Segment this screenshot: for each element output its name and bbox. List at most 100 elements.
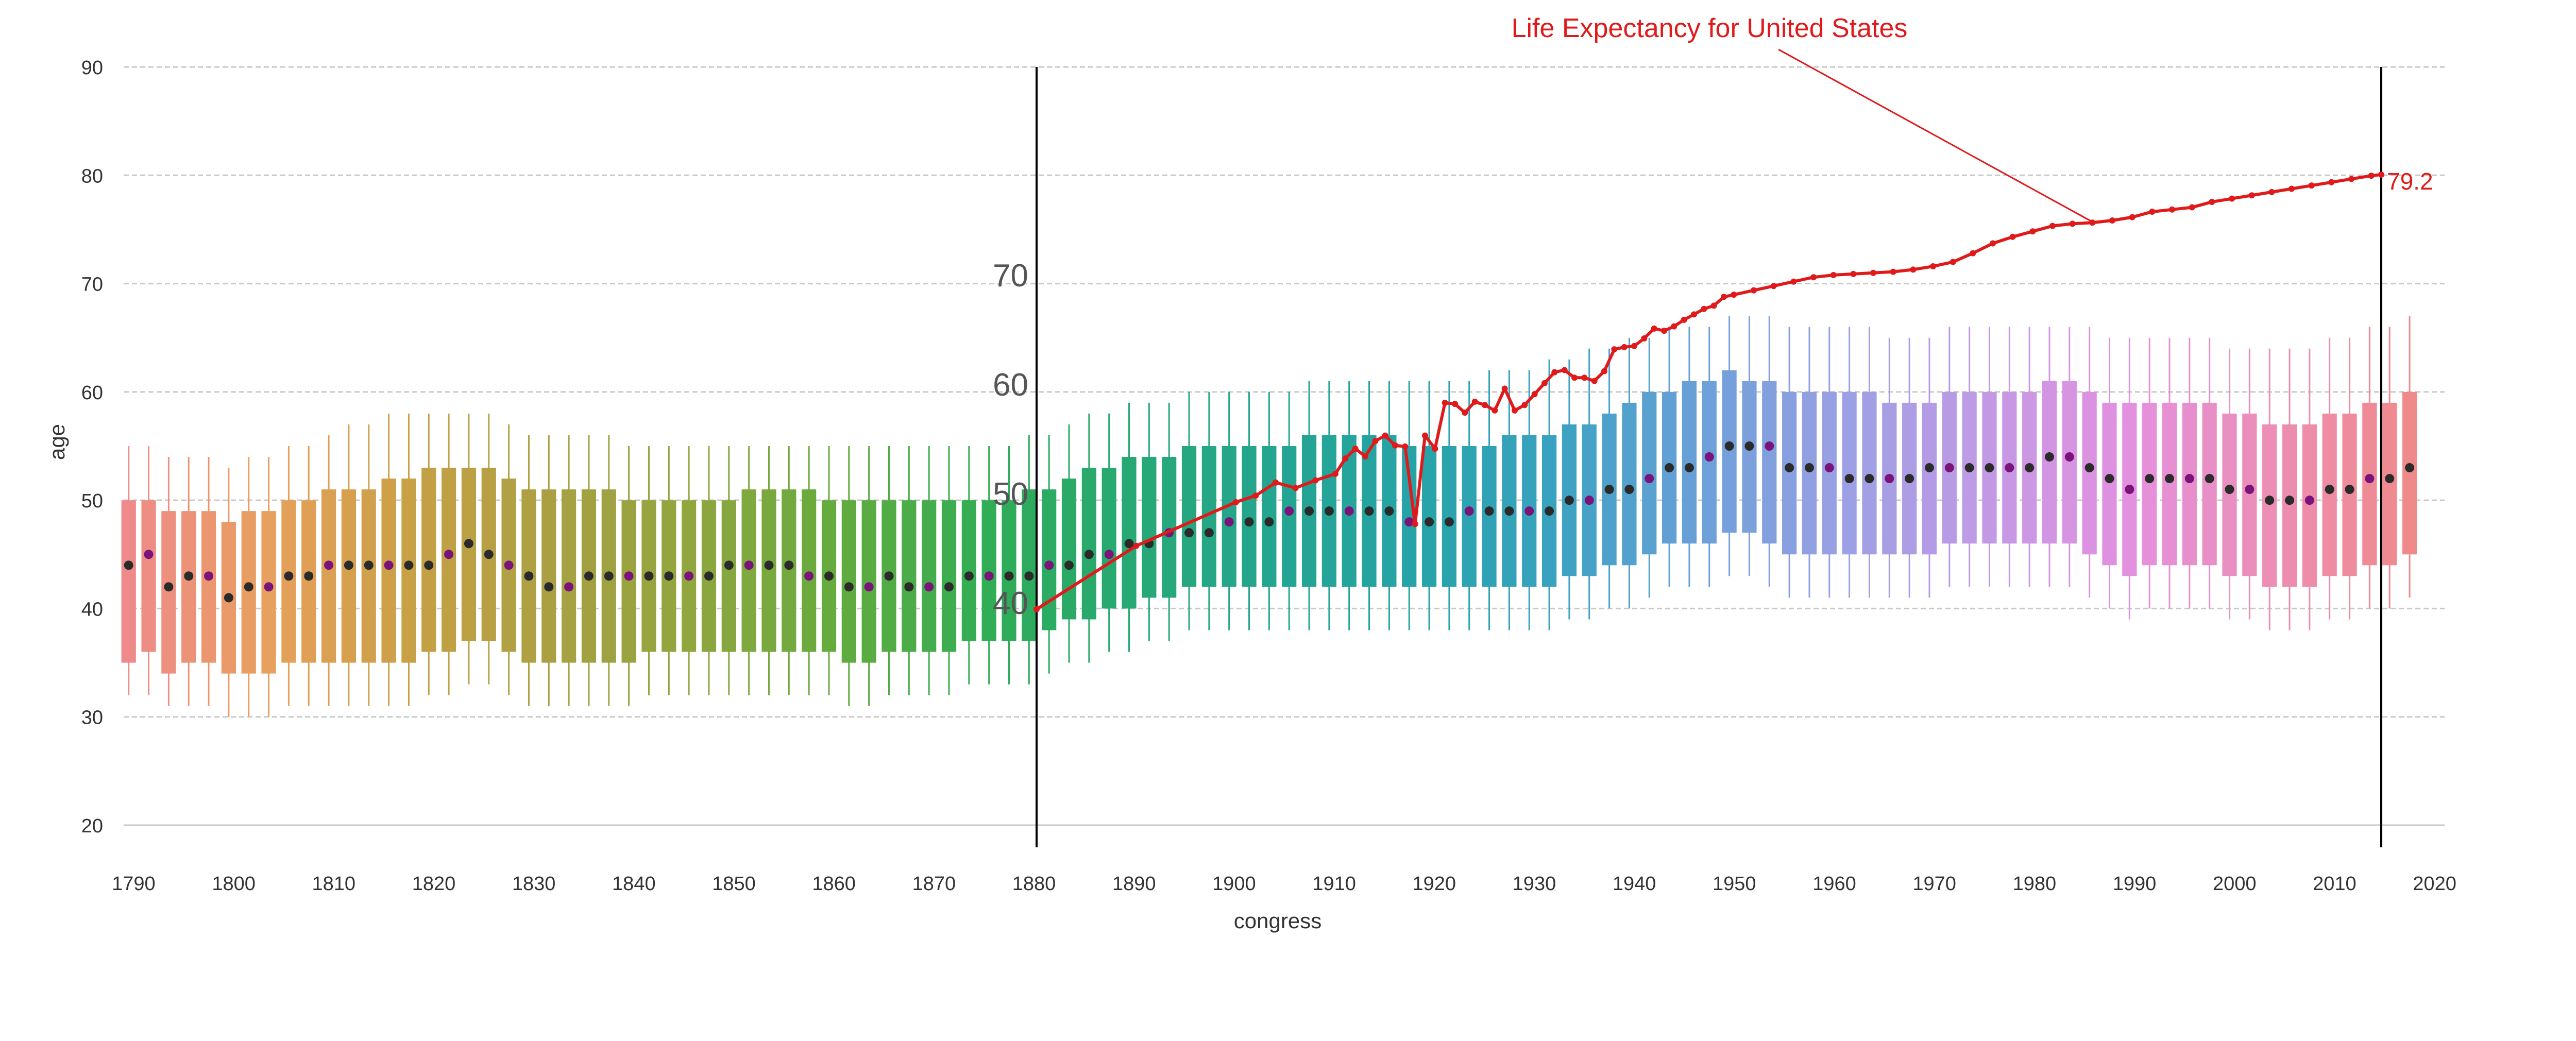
life-expectancy-point xyxy=(1830,272,1837,278)
median-dot xyxy=(1584,496,1594,505)
median-dot xyxy=(404,560,414,570)
life-expectancy-point xyxy=(1890,268,1896,275)
median-dot xyxy=(2025,463,2035,473)
congress-box xyxy=(161,511,176,674)
congress-box xyxy=(121,500,136,663)
congress-box xyxy=(2322,413,2337,576)
median-dot xyxy=(2285,496,2295,505)
median-dot xyxy=(1824,463,1834,473)
median-dot xyxy=(1425,517,1434,527)
life-expectancy-point xyxy=(2308,182,2315,189)
life-expectancy-point xyxy=(2268,189,2275,195)
median-dot xyxy=(1545,506,1554,516)
x-tick-label: 1960 xyxy=(1812,873,1856,895)
congress-box xyxy=(181,511,196,663)
median-dot xyxy=(464,539,473,549)
congress-box xyxy=(1682,381,1697,544)
life-expectancy-point xyxy=(2029,228,2036,235)
median-dot xyxy=(1504,506,1514,516)
life-expectancy-point xyxy=(1661,328,1667,334)
median-dot xyxy=(364,560,374,570)
median-dot xyxy=(804,571,814,581)
final-value-label: 79.2 xyxy=(2387,168,2433,195)
median-dot xyxy=(584,571,594,581)
x-tick-label: 1850 xyxy=(712,873,756,895)
congress-box xyxy=(381,479,396,663)
life-expectancy-point xyxy=(1273,479,1279,486)
congress-box xyxy=(1262,446,1277,587)
x-tick-label: 1840 xyxy=(612,873,656,895)
median-dot xyxy=(2245,485,2255,494)
life-expectancy-point xyxy=(1252,492,1259,499)
congress-box xyxy=(1242,446,1257,587)
congress-box xyxy=(562,489,577,663)
median-dot xyxy=(1624,485,1634,494)
x-tick-label: 1950 xyxy=(1713,873,1756,895)
median-dot xyxy=(2084,463,2094,473)
life-expectancy-point xyxy=(1442,400,1448,406)
median-dot xyxy=(1084,550,1094,559)
median-dot xyxy=(1364,506,1374,516)
life-expectancy-point xyxy=(1970,250,1976,257)
median-dot xyxy=(1985,463,1994,473)
median-dot xyxy=(1924,463,1934,473)
median-dot xyxy=(2304,496,2314,505)
median-dot xyxy=(1744,441,1754,451)
congress-box xyxy=(2162,402,2177,566)
congress-box xyxy=(2222,413,2237,576)
median-dot xyxy=(1865,474,1874,484)
life-expectancy-point xyxy=(1412,521,1418,527)
congress-box xyxy=(2342,413,2357,576)
median-dot xyxy=(124,560,133,570)
median-dot xyxy=(244,582,253,592)
life-expectancy-point xyxy=(1561,367,1568,373)
life-expectancy-point xyxy=(1432,446,1438,452)
median-dot xyxy=(764,560,774,570)
life-expectancy-point xyxy=(1352,446,1359,452)
congress-box xyxy=(461,468,477,641)
median-dot xyxy=(2064,452,2074,462)
x-tick-label: 2020 xyxy=(2413,873,2456,895)
x-tick-label: 1890 xyxy=(1112,873,1156,895)
median-dot xyxy=(664,571,674,581)
median-dot xyxy=(1704,452,1714,462)
x-tick-label: 1970 xyxy=(1912,873,1956,895)
median-dot xyxy=(2365,474,2375,484)
congress-box xyxy=(201,511,216,663)
title-callout-line xyxy=(1778,48,2092,223)
median-dot xyxy=(1524,506,1534,516)
congress-box xyxy=(301,500,316,663)
median-dot xyxy=(184,571,194,581)
life-expectancy-point xyxy=(1691,311,1697,318)
median-markers xyxy=(124,441,2415,603)
congress-box xyxy=(1702,381,1717,544)
y-tick-label: 50 xyxy=(81,490,103,512)
median-dot xyxy=(644,571,654,581)
congress-box xyxy=(1022,489,1037,641)
life-expectancy-point xyxy=(2328,179,2335,185)
life-expectancy-point xyxy=(2109,217,2115,224)
x-axis-label: congress xyxy=(1234,909,1321,933)
congress-box xyxy=(361,489,376,663)
median-dot xyxy=(2325,485,2334,494)
median-dot xyxy=(224,593,233,603)
congress-box xyxy=(1181,446,1197,587)
median-dot xyxy=(1024,571,1034,581)
median-dot xyxy=(1564,496,1574,505)
life-expectancy-point xyxy=(2169,206,2175,213)
life-expectancy-point xyxy=(1621,344,1628,350)
median-dot xyxy=(2225,485,2234,494)
congress-box xyxy=(1762,381,1777,544)
median-dot xyxy=(1284,506,1294,516)
x-tick-label: 1820 xyxy=(412,873,456,895)
life-expectancy-point xyxy=(1681,316,1687,323)
median-dot xyxy=(2345,485,2354,494)
life-expectancy-point xyxy=(1990,240,1996,247)
y-tick-label: 30 xyxy=(81,707,103,729)
life-expectancy-point xyxy=(1482,402,1488,408)
congress-box xyxy=(541,489,556,663)
median-dot xyxy=(2005,463,2014,473)
life-expectancy-point xyxy=(1501,385,1508,392)
life-expectancy-point xyxy=(1382,432,1388,439)
